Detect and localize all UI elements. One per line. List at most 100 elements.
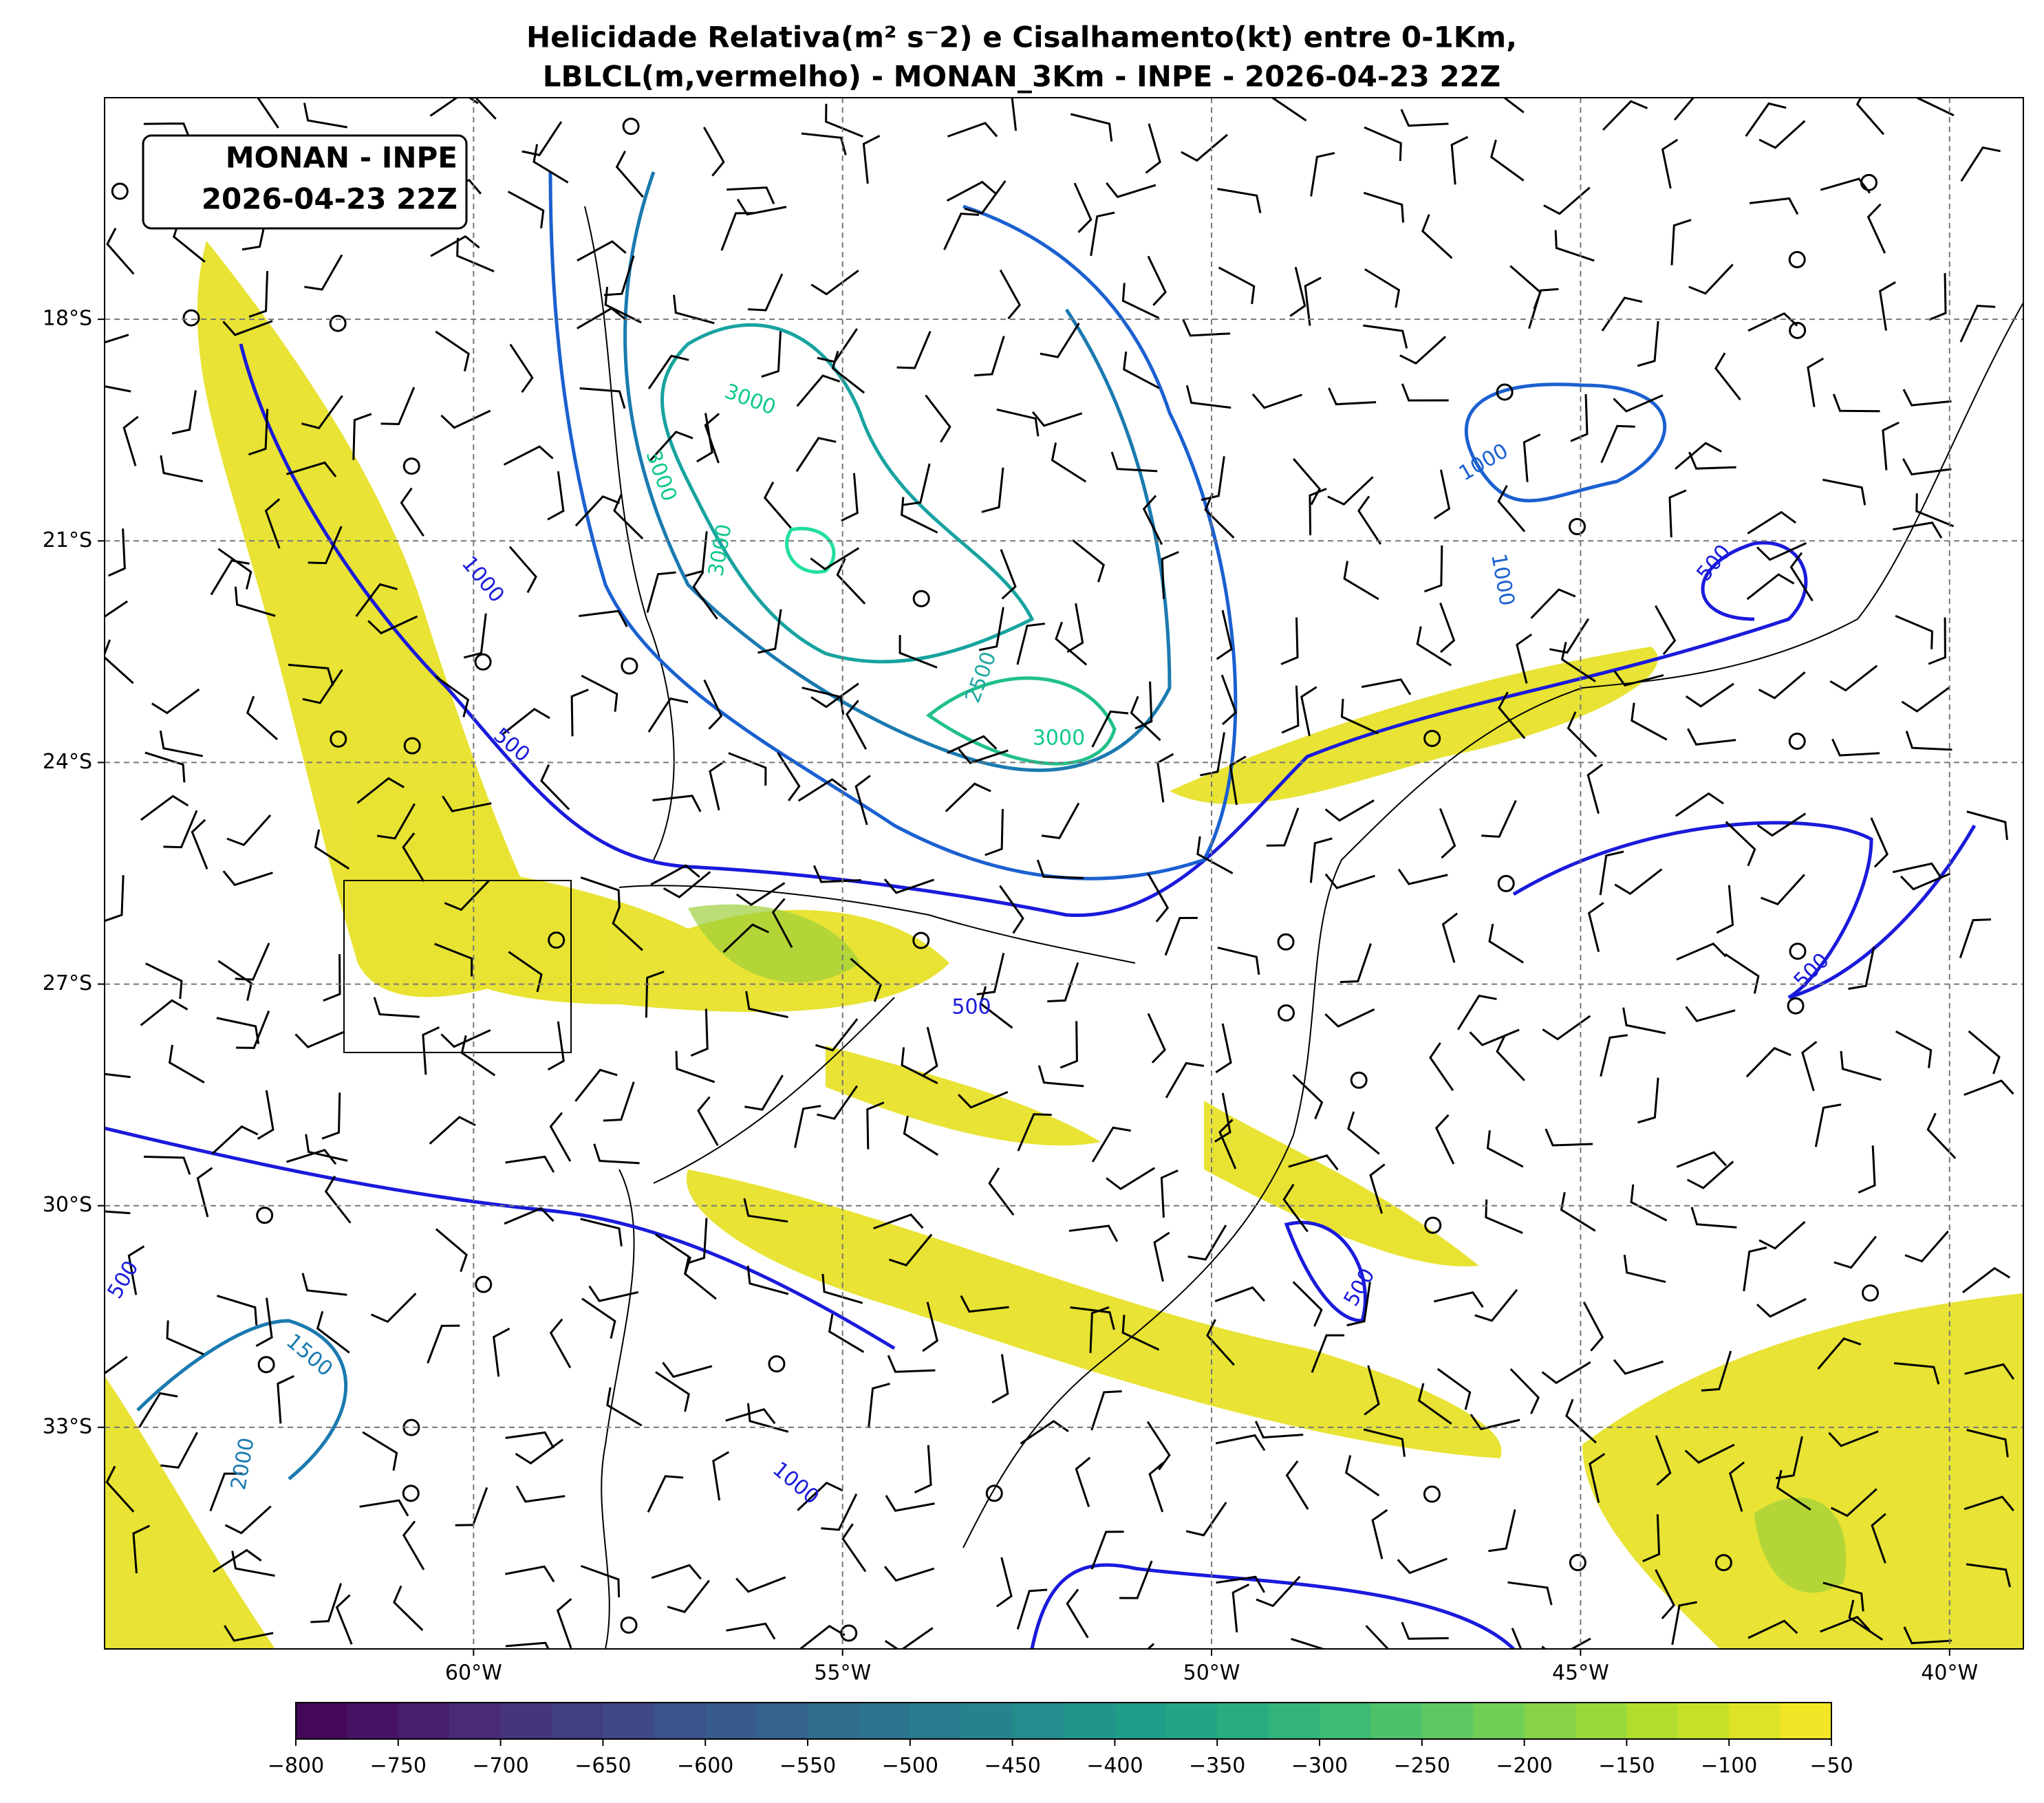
wind-barb <box>667 1579 710 1613</box>
wind-barb <box>264 498 281 549</box>
wind-barb <box>1106 1167 1156 1191</box>
wind-barb <box>1075 1456 1091 1508</box>
wind-barb <box>1523 433 1541 482</box>
wind-barb <box>222 870 273 887</box>
wind-barb <box>726 1622 776 1640</box>
wind-barb <box>1371 1509 1388 1559</box>
wind-barb <box>515 1485 566 1503</box>
wind-barb <box>647 354 689 389</box>
wind-barb <box>160 455 204 483</box>
wind-barb <box>1142 495 1163 546</box>
y-tick-label: 18°S <box>43 307 92 331</box>
wind-barb <box>1416 626 1452 667</box>
wind-barb <box>226 814 272 846</box>
x-tick-label: 45°W <box>1552 1661 1609 1685</box>
wind-barb <box>1964 1363 2015 1380</box>
wind-barb <box>1324 1008 1375 1028</box>
wind-barb <box>1470 1414 1520 1431</box>
wind-barb <box>422 1026 440 1075</box>
wind-barb <box>1687 728 1736 746</box>
wind-barb <box>1496 1035 1525 1081</box>
wind-barb <box>914 1445 932 1493</box>
wind-barb <box>1281 685 1300 734</box>
wind-barb <box>442 795 492 812</box>
wind-barb <box>704 413 720 464</box>
calm-marker <box>840 1624 858 1642</box>
wind-barb <box>796 374 841 407</box>
wind-barb <box>1165 1061 1205 1099</box>
wind-barb <box>1474 1288 1518 1322</box>
wind-barb <box>1642 1514 1661 1562</box>
wind-barb <box>1542 1015 1591 1041</box>
wind-barb <box>1543 186 1591 215</box>
wind-barb <box>1560 641 1596 682</box>
wind-barb <box>1871 1513 1886 1564</box>
wind-barb <box>1401 1621 1449 1640</box>
wind-barb <box>1661 138 1679 189</box>
wind-barb <box>435 330 470 371</box>
wind-barb <box>1747 312 1798 332</box>
wind-barb <box>1966 1563 2011 1588</box>
calm-marker <box>329 314 347 332</box>
wind-barb <box>304 254 343 291</box>
wind-barb <box>1895 614 1933 649</box>
colorbar-cell <box>808 1703 859 1739</box>
wind-barb <box>521 121 563 157</box>
colorbar-tick-label: −350 <box>1189 1754 1245 1778</box>
wind-barb <box>1822 478 1867 506</box>
wind-barb <box>1344 1455 1380 1497</box>
wind-barb <box>603 1081 635 1122</box>
wind-barb <box>958 748 1009 764</box>
wind-barb <box>224 1505 272 1535</box>
wind-barb <box>1040 323 1080 358</box>
wind-barb <box>985 809 1004 856</box>
wind-barb <box>604 287 642 324</box>
calm-marker <box>111 182 129 200</box>
wind-barb <box>988 1167 1015 1216</box>
wind-barb <box>1309 837 1333 883</box>
wind-barb <box>1855 98 1885 136</box>
wind-barb <box>821 1493 858 1531</box>
colorbar-tick-label: −600 <box>677 1754 733 1778</box>
wind-barb <box>1070 1306 1115 1330</box>
wind-barb <box>444 880 490 911</box>
wind-barb <box>1915 493 1955 528</box>
wind-barb <box>359 1499 409 1517</box>
wind-barb <box>1216 1575 1266 1593</box>
wind-barb <box>1747 510 1797 535</box>
wind-barb <box>1160 1169 1179 1218</box>
wind-barb <box>1614 868 1663 895</box>
wind-barb <box>302 669 343 704</box>
wind-barb <box>1218 1119 1237 1169</box>
wind-barb <box>1776 1469 1811 1511</box>
wind-barb <box>1902 389 1952 407</box>
wind-barb <box>1968 1030 2001 1075</box>
calm-marker <box>621 657 638 675</box>
wind-barb <box>105 1465 135 1513</box>
wind-barb <box>504 1207 555 1225</box>
calm-marker <box>475 1275 493 1293</box>
wind-barb <box>580 1218 623 1246</box>
y-tick-label: 33°S <box>43 1414 92 1438</box>
border-line <box>601 1169 635 1649</box>
wind-barb <box>1130 695 1161 742</box>
wind-barb <box>540 764 570 810</box>
wind-barb <box>1848 947 1875 991</box>
wind-barb <box>1684 1443 1735 1464</box>
wind-barb <box>828 1313 865 1353</box>
wind-barb <box>1928 617 1946 665</box>
wind-barb <box>1289 266 1306 317</box>
wind-barb <box>663 871 711 898</box>
wind-barb <box>1399 336 1447 365</box>
calm-marker <box>622 118 640 136</box>
wind-barb <box>1285 1460 1309 1510</box>
wind-barb <box>1070 113 1113 142</box>
wind-barb <box>105 385 131 393</box>
wind-barb <box>850 958 882 1002</box>
x-tick-label: 40°W <box>1921 1661 1978 1685</box>
wind-barb <box>947 122 998 138</box>
wind-barb <box>1000 549 1017 600</box>
wind-barb <box>286 1149 337 1165</box>
calm-marker <box>1789 942 1807 960</box>
shear-shading-strong <box>688 904 1847 1593</box>
